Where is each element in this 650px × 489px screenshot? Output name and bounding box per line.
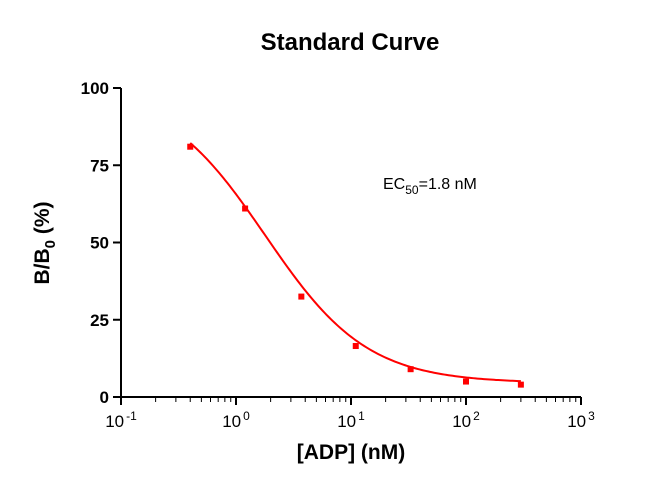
- y-ticks: 0 25 50 75 100: [81, 79, 121, 407]
- x-tick-label: 10 2: [452, 409, 480, 431]
- data-point: [407, 366, 414, 373]
- x-tick-label: 10 0: [222, 409, 250, 431]
- data-point: [463, 378, 469, 385]
- y-axis-label: B/B0 (%): [31, 201, 59, 284]
- ec50-annotation: EC50=1.8 nM: [383, 176, 477, 197]
- x-tick-label: 10 -1: [105, 409, 137, 431]
- x-tick-label: 10 3: [567, 409, 595, 431]
- axes: [120, 88, 581, 398]
- y-tick-label: 25: [90, 311, 109, 330]
- x-tick-label: 10 1: [337, 409, 365, 431]
- chart-title: Standard Curve: [261, 29, 440, 56]
- data-point: [298, 293, 305, 300]
- data-point: [187, 143, 194, 150]
- y-tick-label: 0: [100, 388, 109, 407]
- data-point: [352, 343, 359, 350]
- x-axis-label: [ADP] (nM): [297, 441, 405, 464]
- y-tick-label: 100: [81, 79, 109, 98]
- y-tick-label: 75: [90, 156, 109, 175]
- x-ticks: 10 -1 10 0 10 1 10 2 10 3: [105, 397, 595, 431]
- data-point: [242, 205, 249, 212]
- y-tick-label: 50: [90, 234, 109, 253]
- data-point: [517, 381, 524, 388]
- data-points: [187, 143, 524, 388]
